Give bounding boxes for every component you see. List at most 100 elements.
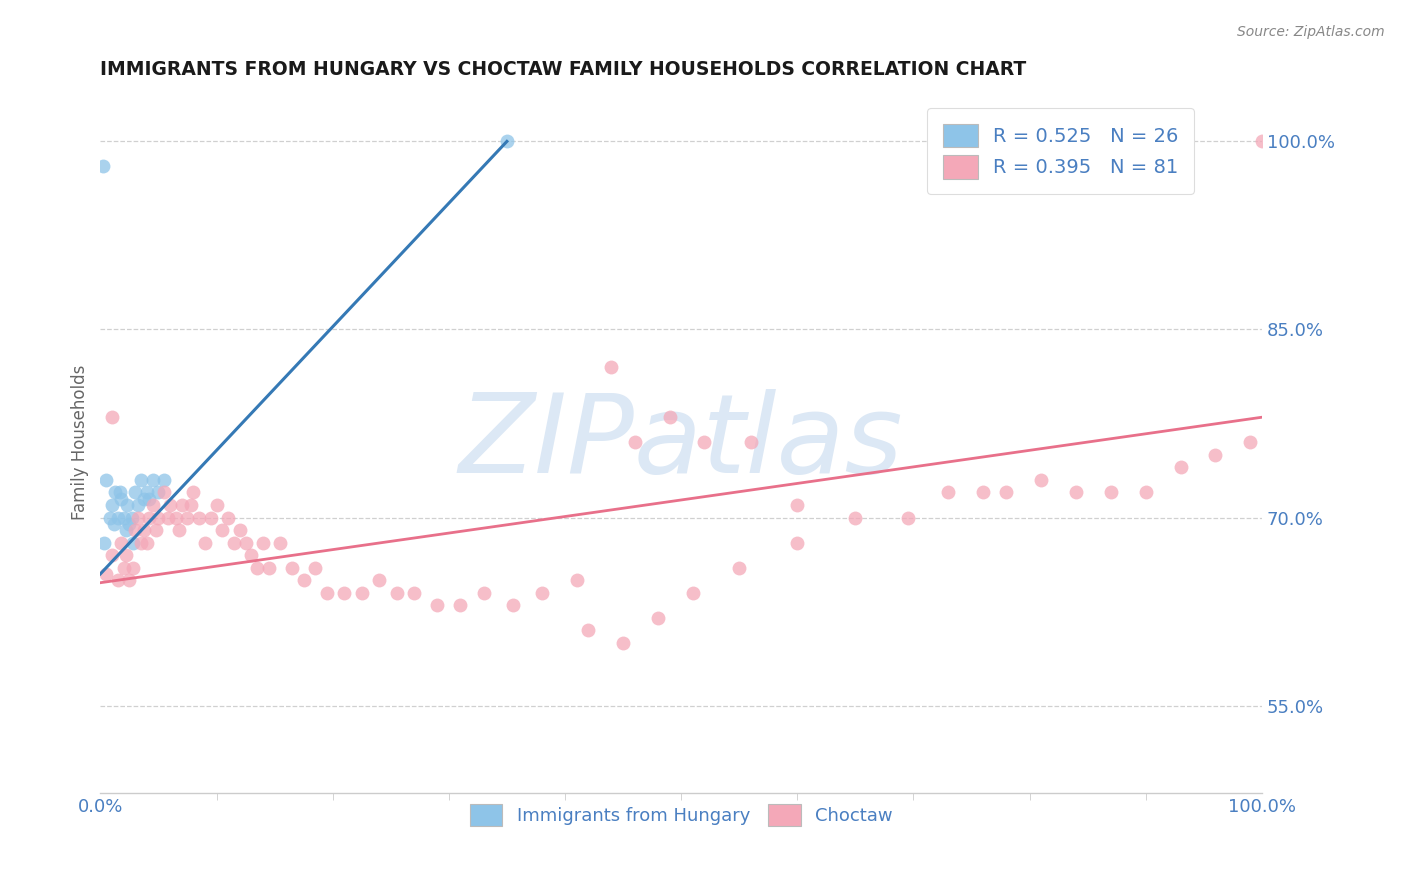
Point [292,573,315,587]
Point [936,485,959,500]
Point [101,410,124,425]
Point [112,560,135,574]
Point [110,535,132,549]
Point [502,599,524,613]
Point [693,435,716,450]
Point [623,435,645,450]
Point [121,510,143,524]
Point [385,586,408,600]
Point [194,535,217,549]
Point [281,560,304,574]
Legend: Immigrants from Hungary, Choctaw: Immigrants from Hungary, Choctaw [463,797,900,833]
Point [205,498,228,512]
Text: Source: ZipAtlas.com: Source: ZipAtlas.com [1237,25,1385,39]
Point [530,586,553,600]
Text: IMMIGRANTS FROM HUNGARY VS CHOCTAW FAMILY HOUSEHOLDS CORRELATION CHART: IMMIGRANTS FROM HUNGARY VS CHOCTAW FAMIL… [100,60,1026,78]
Point [1064,485,1087,500]
Point [368,573,391,587]
Point [257,560,280,574]
Point [1170,460,1192,475]
Point [148,485,170,500]
Point [472,586,495,600]
Point [112,510,135,524]
Point [91,160,114,174]
Point [156,510,179,524]
Point [269,535,291,549]
Point [1251,135,1274,149]
Point [115,523,138,537]
Point [844,510,866,524]
Point [134,491,156,506]
Point [1135,485,1157,500]
Point [122,560,145,574]
Point [600,360,623,375]
Point [229,523,252,537]
Point [222,535,245,549]
Point [333,586,356,600]
Point [240,548,263,562]
Point [127,498,149,512]
Point [181,485,204,500]
Point [153,485,176,500]
Point [211,523,233,537]
Point [96,566,118,581]
Point [93,535,115,549]
Point [138,491,160,506]
Point [135,535,157,549]
Point [176,510,198,524]
Point [1031,473,1053,487]
Point [118,573,141,587]
Point [449,599,471,613]
Point [103,516,125,531]
Point [995,485,1018,500]
Point [159,498,181,512]
Point [115,548,138,562]
Point [118,516,141,531]
Point [115,498,138,512]
Point [129,473,152,487]
Point [104,485,127,500]
Point [235,535,257,549]
Y-axis label: Family Households: Family Households [72,365,89,520]
Point [142,473,165,487]
Point [252,535,274,549]
Point [315,586,337,600]
Point [496,135,519,149]
Point [110,491,132,506]
Point [728,560,751,574]
Point [145,523,167,537]
Point [217,510,239,524]
Point [576,624,599,638]
Point [135,485,157,500]
Point [169,523,191,537]
Point [786,498,808,512]
Point [98,510,121,524]
Point [740,435,762,450]
Point [426,599,449,613]
Point [1204,448,1226,462]
Point [180,498,202,512]
Point [658,410,681,425]
Point [122,535,145,549]
Point [647,611,669,625]
Point [200,510,222,524]
Point [1099,485,1122,500]
Point [304,560,326,574]
Point [565,573,588,587]
Point [188,510,211,524]
Point [101,498,124,512]
Point [897,510,920,524]
Point [1239,435,1261,450]
Point [972,485,994,500]
Point [107,510,129,524]
Point [124,523,146,537]
Point [170,498,193,512]
Point [350,586,373,600]
Point [96,473,118,487]
Point [246,560,269,574]
Point [142,498,165,512]
Point [134,523,156,537]
Point [153,473,176,487]
Point [786,535,808,549]
Point [682,586,704,600]
